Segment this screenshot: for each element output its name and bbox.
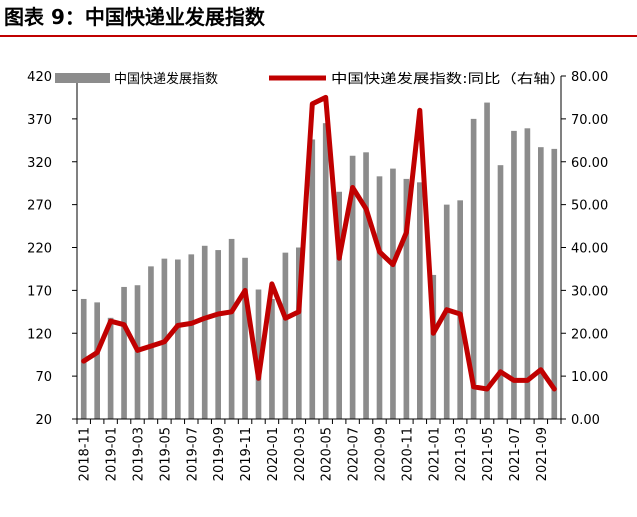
x-axis-tick-label: 2019-11 bbox=[239, 427, 254, 481]
x-axis-tick-label: 2021-05 bbox=[481, 427, 496, 481]
x-axis-tick-label: 2021-01 bbox=[427, 427, 442, 481]
x-axis-tick-label: 2020-05 bbox=[320, 427, 335, 481]
bar bbox=[296, 247, 302, 419]
x-axis-tick-label: 2019-03 bbox=[132, 427, 147, 481]
right-axis-tick-label: 0.00 bbox=[571, 413, 600, 428]
bar bbox=[457, 200, 463, 419]
left-axis-tick-label: 320 bbox=[27, 156, 52, 171]
x-axis-tick-label: 2019-07 bbox=[185, 427, 200, 481]
x-axis-tick-label: 2020-11 bbox=[400, 427, 415, 481]
legend-bar-label: 中国快递发展指数 bbox=[114, 71, 218, 87]
bar bbox=[255, 289, 262, 419]
x-axis-tick-label: 2019-09 bbox=[212, 427, 227, 481]
bar bbox=[551, 148, 558, 419]
bar bbox=[201, 245, 208, 419]
left-axis-tick-label: 170 bbox=[27, 284, 52, 299]
left-axis-tick-label: 70 bbox=[35, 370, 52, 385]
right-axis-tick-label: 60.00 bbox=[571, 156, 608, 171]
left-axis-tick-label: 420 bbox=[27, 70, 52, 85]
left-axis-tick-label: 270 bbox=[27, 199, 52, 214]
bar bbox=[242, 257, 248, 419]
bar bbox=[121, 286, 127, 419]
bar bbox=[403, 178, 410, 419]
bar bbox=[349, 155, 356, 419]
bar-series bbox=[80, 102, 558, 420]
bar bbox=[322, 123, 329, 419]
title-rule bbox=[0, 35, 637, 37]
bar bbox=[148, 266, 154, 419]
right-axis-tick-label: 30.00 bbox=[571, 284, 608, 299]
bar bbox=[215, 250, 221, 419]
bar bbox=[390, 168, 396, 419]
x-axis-tick-label: 2019-01 bbox=[105, 427, 120, 481]
x-axis-tick-label: 2021-09 bbox=[535, 427, 550, 481]
bar bbox=[470, 118, 477, 419]
legend-bar-swatch bbox=[55, 73, 110, 83]
bar bbox=[282, 252, 289, 419]
left-axis-tick-label: 20 bbox=[35, 413, 52, 428]
axes: 20 70 120 170 220 270 320 370 420 0.00 10.00 20.00 3… bbox=[27, 70, 608, 481]
x-axis-tick-label: 2020-03 bbox=[293, 427, 308, 481]
left-axis-tick-label: 370 bbox=[27, 113, 52, 128]
legend: 中国快递发展指数 中国快递发展指数:同比（右轴） bbox=[55, 71, 566, 87]
right-axis-tick-label: 40.00 bbox=[571, 242, 608, 257]
x-axis-tick-label: 2021-03 bbox=[454, 427, 469, 481]
x-axis-tick-label: 2020-09 bbox=[374, 427, 389, 481]
bar bbox=[309, 139, 316, 419]
bar bbox=[363, 152, 369, 419]
right-axis-tick-label: 10.00 bbox=[571, 370, 608, 385]
bar bbox=[484, 102, 490, 420]
legend-line-label: 中国快递发展指数:同比（右轴） bbox=[331, 71, 566, 87]
right-axis-tick-label: 20.00 bbox=[571, 327, 608, 342]
chart-title: 图表 9：中国快递业发展指数 bbox=[4, 5, 265, 29]
right-axis-tick-label: 50.00 bbox=[571, 199, 608, 214]
bar bbox=[497, 165, 504, 419]
bar bbox=[430, 274, 437, 419]
bar bbox=[524, 128, 531, 419]
bar bbox=[269, 298, 275, 419]
x-axis-tick-label: 2019-05 bbox=[158, 427, 173, 481]
bar bbox=[175, 259, 181, 419]
bar bbox=[228, 238, 235, 419]
left-axis-tick-label: 220 bbox=[27, 242, 52, 257]
x-axis-tick-label: 2020-01 bbox=[266, 427, 281, 481]
bar bbox=[94, 302, 100, 419]
left-axis-tick-label: 120 bbox=[27, 327, 52, 342]
bar bbox=[417, 182, 423, 419]
bar bbox=[511, 130, 517, 419]
line-series bbox=[81, 94, 557, 392]
right-axis-tick-label: 80.00 bbox=[571, 70, 608, 85]
x-axis-tick-label: 2020-07 bbox=[347, 427, 362, 481]
bar bbox=[107, 317, 114, 419]
x-axis-tick-label: 2021-07 bbox=[508, 427, 523, 481]
right-axis-tick-label: 70.00 bbox=[571, 113, 608, 128]
bar bbox=[188, 254, 195, 419]
yoy-line bbox=[81, 94, 557, 392]
bar bbox=[376, 176, 383, 419]
x-axis-tick-label: 2018-11 bbox=[78, 427, 93, 481]
bar bbox=[336, 191, 342, 419]
bar bbox=[538, 147, 544, 420]
